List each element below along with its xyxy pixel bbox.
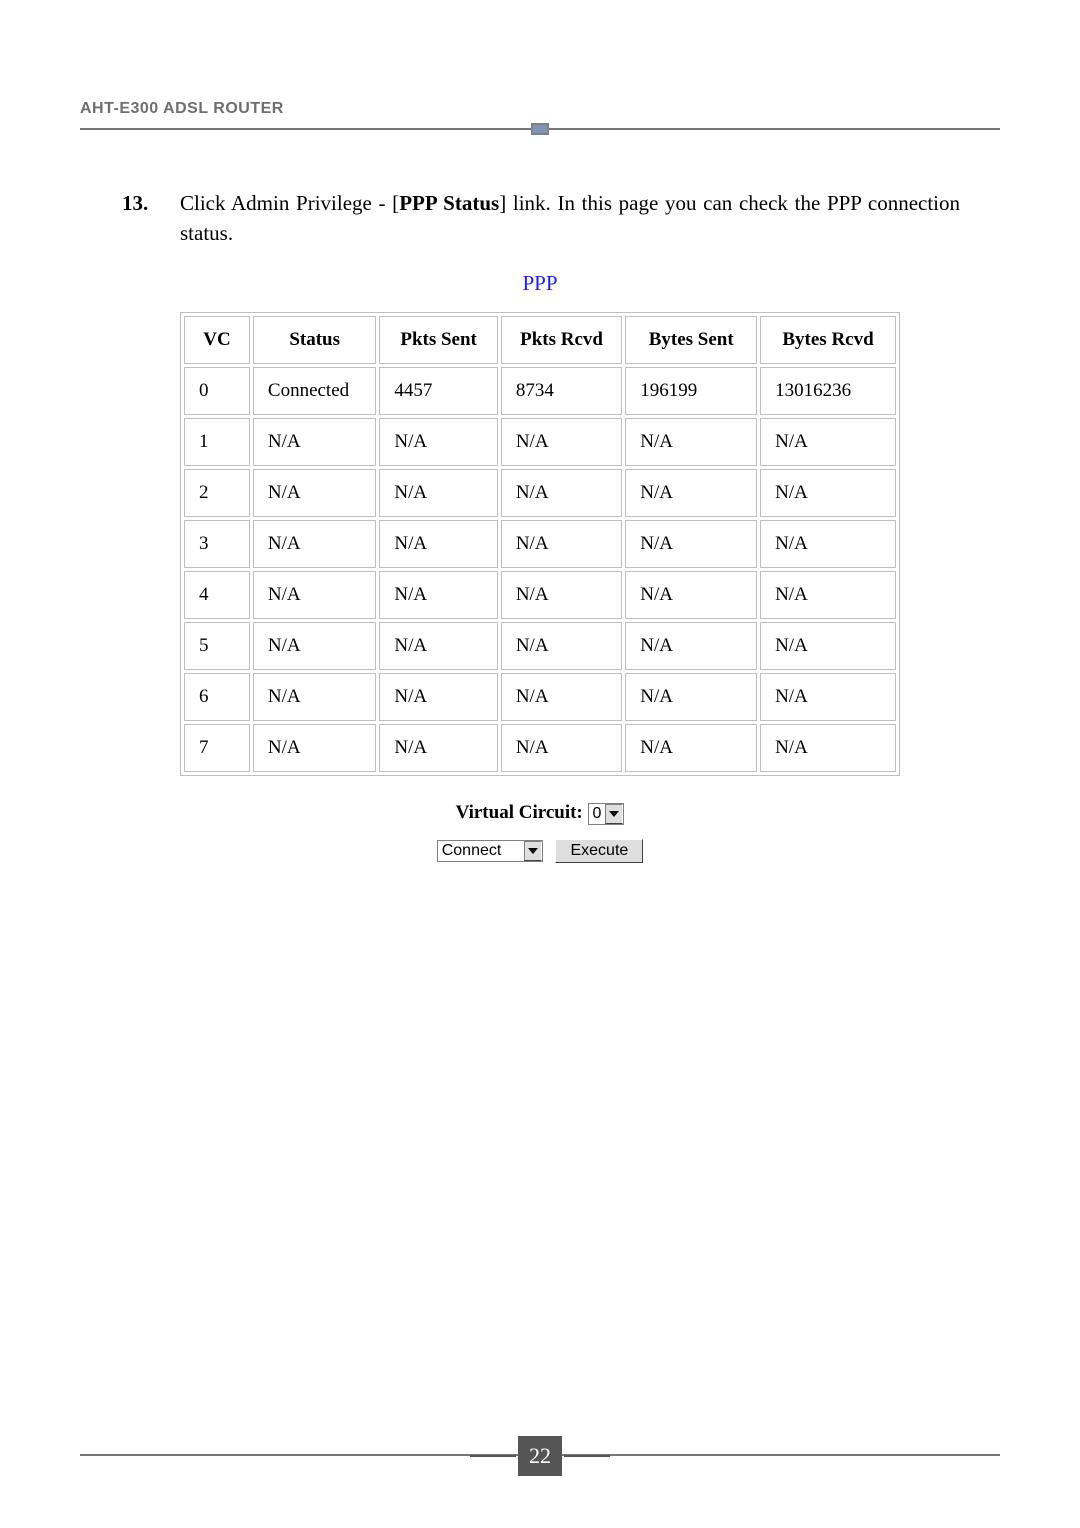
table-cell: N/A bbox=[379, 520, 497, 568]
table-cell: N/A bbox=[501, 418, 622, 466]
document-page: AHT-E300 ADSL ROUTER 13. Click Admin Pri… bbox=[0, 0, 1080, 1528]
step-text-pre: Click Admin Privilege - [ bbox=[180, 191, 399, 215]
ppp-status-table: VC Status Pkts Sent Pkts Rcvd Bytes Sent… bbox=[180, 312, 900, 776]
col-pkts-rcvd: Pkts Rcvd bbox=[501, 316, 622, 364]
table-cell: N/A bbox=[501, 622, 622, 670]
dropdown-arrow-icon[interactable] bbox=[605, 804, 623, 824]
table-cell: N/A bbox=[501, 520, 622, 568]
table-cell: N/A bbox=[253, 469, 377, 517]
table-cell: N/A bbox=[253, 622, 377, 670]
table-cell: N/A bbox=[379, 418, 497, 466]
table-cell: 5 bbox=[184, 622, 250, 670]
vc-select-value: 0 bbox=[589, 805, 606, 823]
table-cell: N/A bbox=[760, 469, 896, 517]
table-cell: 4457 bbox=[379, 367, 497, 415]
header-divider-icon bbox=[531, 123, 549, 135]
step-number: 13. bbox=[80, 188, 180, 249]
footer-short-rule-left bbox=[470, 1455, 516, 1457]
execute-button[interactable]: Execute bbox=[555, 839, 643, 863]
ppp-heading: PPP bbox=[80, 271, 1000, 296]
table-cell: N/A bbox=[760, 571, 896, 619]
dropdown-arrow-icon[interactable] bbox=[524, 841, 542, 861]
product-name: AHT-E300 ADSL ROUTER bbox=[80, 100, 1000, 118]
table-cell: N/A bbox=[501, 571, 622, 619]
table-cell: 7 bbox=[184, 724, 250, 772]
table-cell: 1 bbox=[184, 418, 250, 466]
table-cell: N/A bbox=[625, 520, 757, 568]
table-cell: 2 bbox=[184, 469, 250, 517]
table-cell: 8734 bbox=[501, 367, 622, 415]
table-row: 0Connected4457873419619913016236 bbox=[184, 367, 896, 415]
table-cell: N/A bbox=[625, 469, 757, 517]
instruction-step: 13. Click Admin Privilege - [PPP Status]… bbox=[80, 188, 1000, 249]
table-cell: N/A bbox=[625, 724, 757, 772]
table-header-row: VC Status Pkts Sent Pkts Rcvd Bytes Sent… bbox=[184, 316, 896, 364]
table-cell: N/A bbox=[501, 469, 622, 517]
table-cell: 4 bbox=[184, 571, 250, 619]
table-cell: N/A bbox=[379, 724, 497, 772]
action-select[interactable]: Connect bbox=[437, 840, 543, 862]
table-cell: N/A bbox=[625, 622, 757, 670]
table-row: 4N/AN/AN/AN/AN/A bbox=[184, 571, 896, 619]
page-header: AHT-E300 ADSL ROUTER bbox=[80, 100, 1000, 140]
table-cell: N/A bbox=[379, 571, 497, 619]
table-row: 6N/AN/AN/AN/AN/A bbox=[184, 673, 896, 721]
table-cell: N/A bbox=[760, 520, 896, 568]
table-cell: N/A bbox=[253, 520, 377, 568]
action-controls: Connect Execute bbox=[80, 839, 1000, 863]
footer-badge-wrap: 22 bbox=[470, 1436, 610, 1476]
table-cell: 13016236 bbox=[760, 367, 896, 415]
col-bytes-rcvd: Bytes Rcvd bbox=[760, 316, 896, 364]
table-row: 5N/AN/AN/AN/AN/A bbox=[184, 622, 896, 670]
footer-short-rule-right bbox=[564, 1455, 610, 1457]
col-bytes-sent: Bytes Sent bbox=[625, 316, 757, 364]
table-cell: N/A bbox=[379, 469, 497, 517]
step-text-bold: PPP Status bbox=[399, 191, 499, 215]
table-cell: Connected bbox=[253, 367, 377, 415]
table-cell: N/A bbox=[760, 622, 896, 670]
table-cell: N/A bbox=[501, 673, 622, 721]
table-cell: N/A bbox=[625, 673, 757, 721]
table-cell: N/A bbox=[253, 571, 377, 619]
table-row: 2N/AN/AN/AN/AN/A bbox=[184, 469, 896, 517]
page-number-badge: 22 bbox=[518, 1436, 562, 1476]
col-vc: VC bbox=[184, 316, 250, 364]
page-footer: 22 bbox=[80, 1454, 1000, 1456]
footer-rule: 22 bbox=[80, 1454, 1000, 1456]
step-body: Click Admin Privilege - [PPP Status] lin… bbox=[180, 188, 1000, 249]
virtual-circuit-controls: Virtual Circuit: 0 Connect Execute bbox=[80, 802, 1000, 863]
table-cell: N/A bbox=[379, 622, 497, 670]
table-cell: 0 bbox=[184, 367, 250, 415]
table-cell: 196199 bbox=[625, 367, 757, 415]
table-cell: N/A bbox=[253, 418, 377, 466]
table-row: 3N/AN/AN/AN/AN/A bbox=[184, 520, 896, 568]
table-cell: N/A bbox=[253, 673, 377, 721]
vc-select[interactable]: 0 bbox=[588, 803, 625, 825]
ppp-table-wrap: VC Status Pkts Sent Pkts Rcvd Bytes Sent… bbox=[80, 312, 1000, 776]
col-status: Status bbox=[253, 316, 377, 364]
col-pkts-sent: Pkts Sent bbox=[379, 316, 497, 364]
table-cell: N/A bbox=[760, 418, 896, 466]
table-cell: N/A bbox=[253, 724, 377, 772]
table-cell: N/A bbox=[760, 673, 896, 721]
table-cell: 3 bbox=[184, 520, 250, 568]
table-cell: N/A bbox=[760, 724, 896, 772]
table-cell: N/A bbox=[625, 418, 757, 466]
action-select-value: Connect bbox=[438, 842, 524, 860]
table-row: 1N/AN/AN/AN/AN/A bbox=[184, 418, 896, 466]
header-tick-wrap bbox=[80, 122, 1000, 140]
table-cell: 6 bbox=[184, 673, 250, 721]
table-cell: N/A bbox=[625, 571, 757, 619]
vc-label: Virtual Circuit: bbox=[456, 802, 583, 823]
table-cell: N/A bbox=[501, 724, 622, 772]
table-cell: N/A bbox=[379, 673, 497, 721]
table-row: 7N/AN/AN/AN/AN/A bbox=[184, 724, 896, 772]
